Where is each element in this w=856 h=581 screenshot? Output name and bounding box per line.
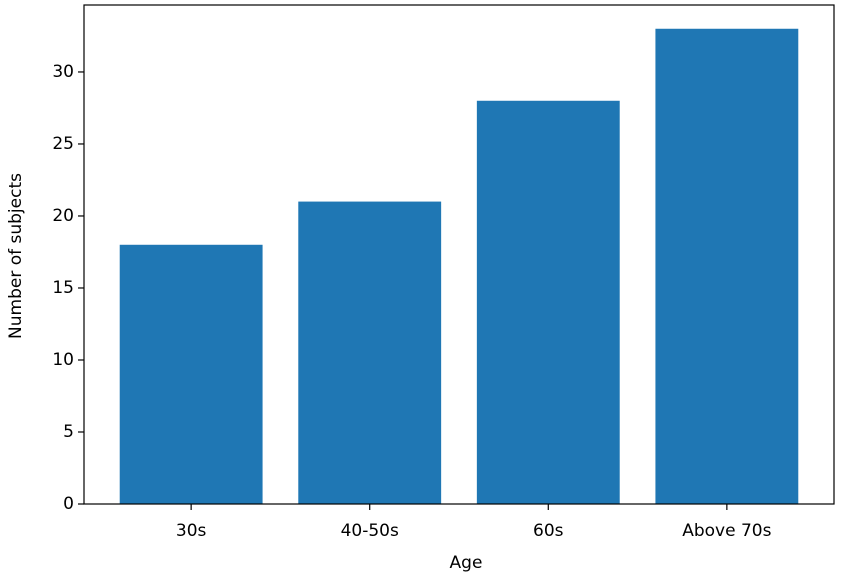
y-tick-label: 10 (52, 350, 74, 370)
x-tick-label: 30s (176, 521, 207, 541)
y-tick-label: 20 (52, 206, 74, 226)
bar (298, 201, 442, 505)
y-tick-label: 30 (52, 62, 74, 82)
x-tick-label: 60s (533, 521, 564, 541)
y-tick-label: 25 (52, 134, 74, 154)
x-tick-label: 40-50s (341, 521, 399, 541)
bar (119, 244, 263, 504)
y-axis-label: Number of subjects (6, 173, 26, 339)
bar (655, 28, 799, 505)
bar (476, 100, 620, 505)
x-tick-label: Above 70s (682, 521, 771, 541)
plot-frame (83, 4, 835, 505)
y-tick-label: 5 (63, 422, 74, 442)
y-tick-label: 15 (52, 278, 74, 298)
x-axis-label: Age (450, 553, 483, 573)
y-tick-label: 0 (63, 494, 74, 514)
